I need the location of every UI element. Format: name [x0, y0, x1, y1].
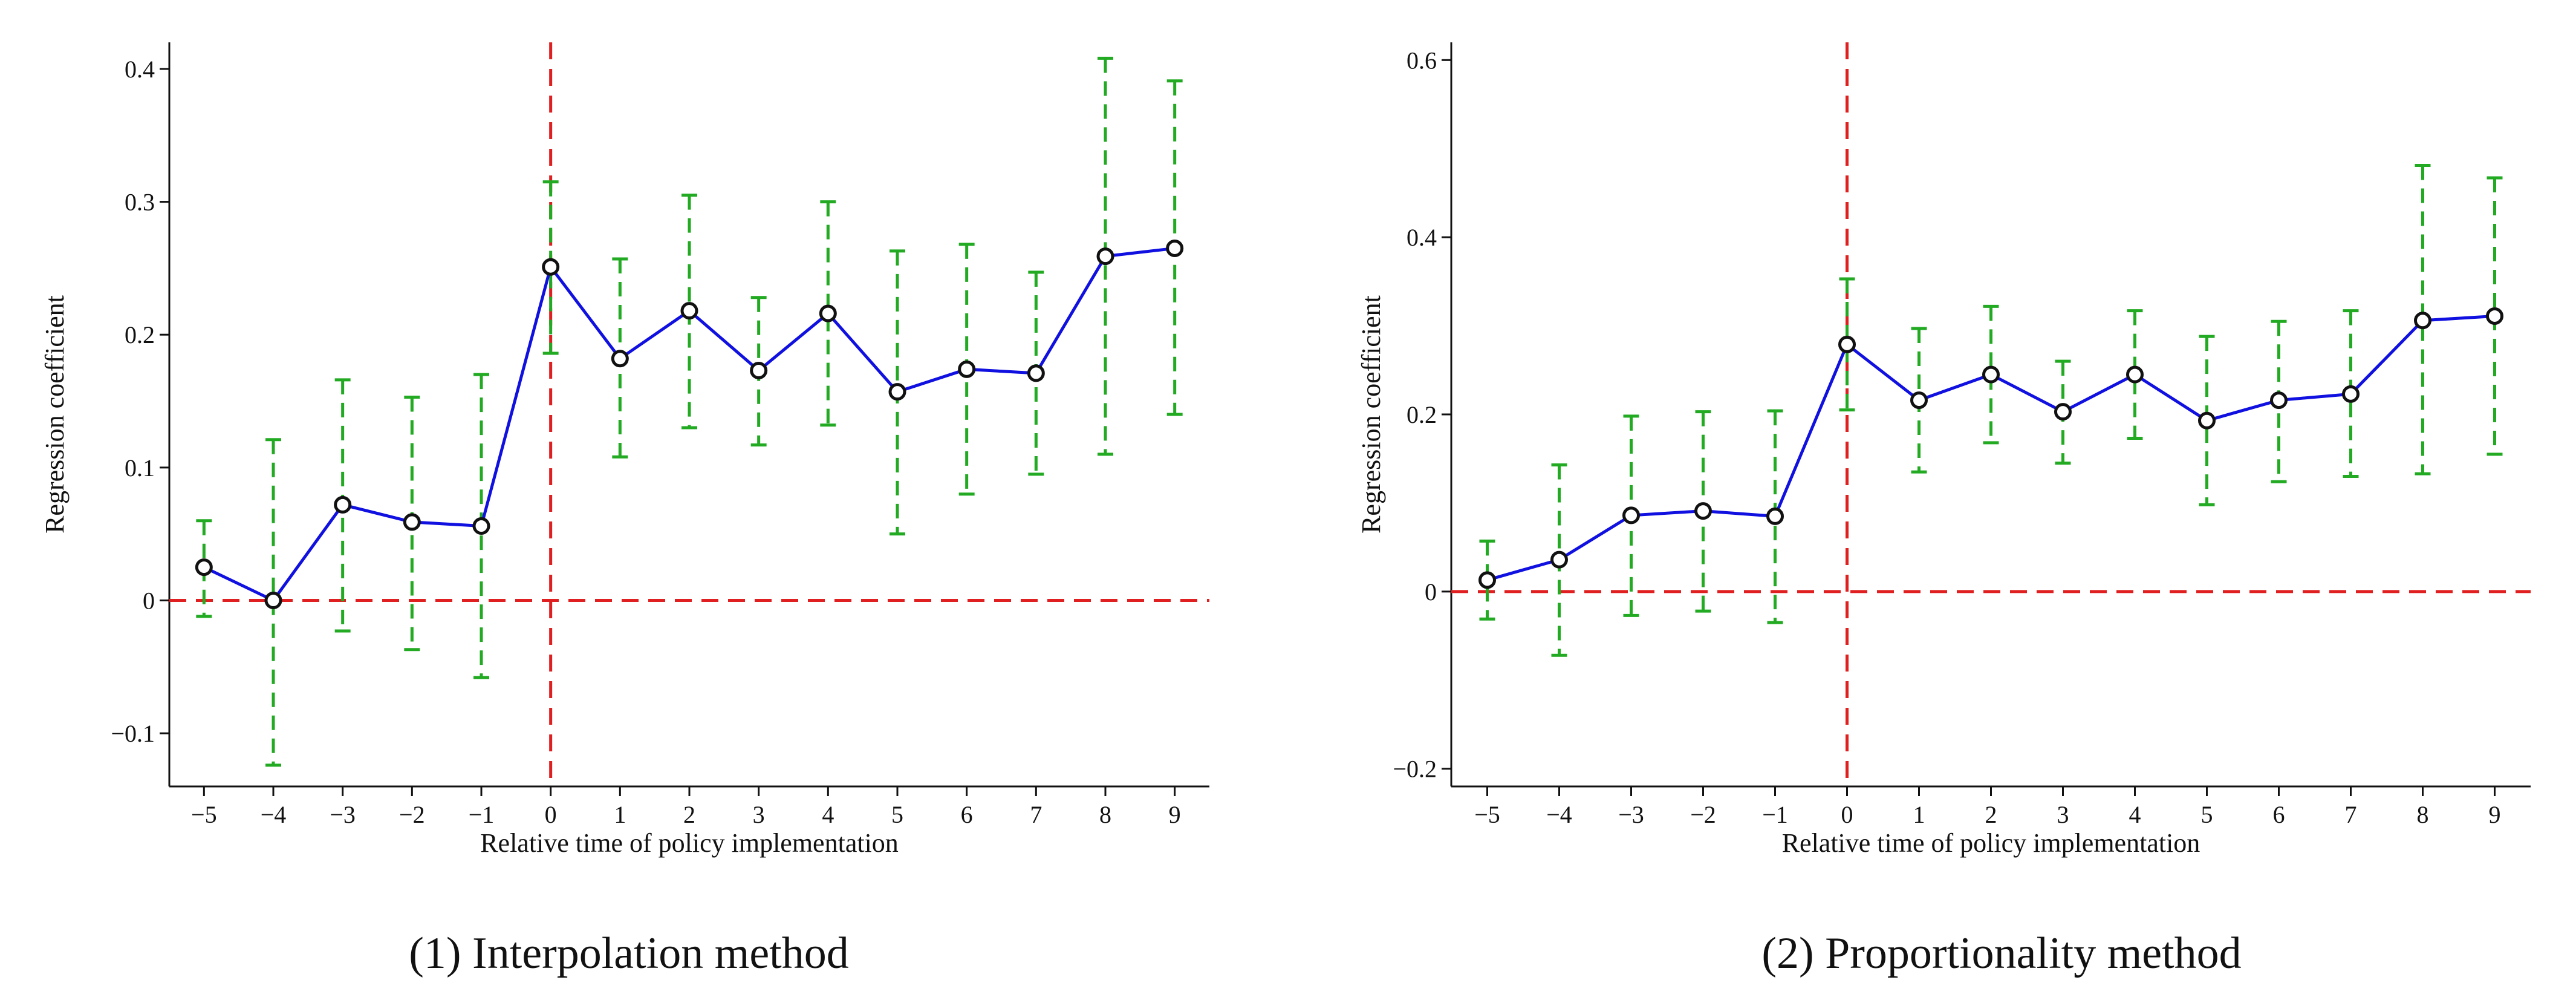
- coefficient-point: [1096, 247, 1114, 266]
- coefficient-point: [680, 302, 698, 320]
- y-tick-label: 0.4: [125, 56, 155, 83]
- x-tick-label: 2: [683, 801, 695, 828]
- x-tick-label: 4: [822, 801, 834, 828]
- x-tick-label: 8: [1099, 801, 1111, 828]
- coefficient-point: [1694, 502, 1712, 520]
- coefficient-point: [195, 558, 213, 577]
- x-tick-label: −2: [1690, 801, 1716, 828]
- coefficient-point: [472, 517, 490, 535]
- coefficient-point: [334, 495, 352, 514]
- x-axis-label: Relative time of policy implementation: [480, 828, 899, 858]
- x-tick-label: −3: [1618, 801, 1644, 828]
- x-tick-label: 4: [2129, 801, 2141, 828]
- x-tick-label: −2: [399, 801, 425, 828]
- coefficient-point: [2342, 385, 2360, 403]
- coefficient-point: [1027, 364, 1045, 382]
- x-tick-label: 1: [1913, 801, 1925, 828]
- x-tick-label: −5: [191, 801, 217, 828]
- coefficient-point: [2270, 391, 2288, 410]
- x-tick-label: 5: [891, 801, 903, 828]
- x-tick-label: 9: [2489, 801, 2501, 828]
- y-tick-label: 0.1: [125, 454, 155, 482]
- x-tick-label: 7: [2345, 801, 2357, 828]
- x-tick-label: 7: [1030, 801, 1042, 828]
- y-tick-label: 0.2: [1407, 401, 1437, 428]
- x-tick-label: 8: [2417, 801, 2429, 828]
- coefficient-point: [1478, 571, 1496, 589]
- x-tick-label: 0: [1841, 801, 1853, 828]
- coefficient-point: [542, 258, 560, 276]
- x-tick-label: −1: [469, 801, 495, 828]
- y-tick-label: −0.1: [111, 720, 155, 747]
- y-axis-label: Regression coefficient: [40, 295, 70, 534]
- x-tick-label: 6: [961, 801, 973, 828]
- panel-caption: (2) Proportionality method: [1761, 929, 2241, 978]
- x-tick-label: −4: [1546, 801, 1572, 828]
- coefficient-point: [1838, 335, 1856, 353]
- coefficient-point: [1910, 391, 1928, 410]
- coefficient-point: [1766, 507, 1784, 525]
- x-tick-label: 3: [753, 801, 765, 828]
- y-tick-label: 0.6: [1407, 47, 1437, 74]
- panel-caption: (1) Interpolation method: [409, 929, 848, 978]
- x-tick-label: −1: [1762, 801, 1788, 828]
- coefficient-point: [2198, 411, 2216, 430]
- x-tick-label: 3: [2057, 801, 2069, 828]
- y-tick-label: 0.2: [125, 321, 155, 348]
- x-tick-label: −4: [261, 801, 287, 828]
- coefficient-point: [264, 592, 282, 609]
- y-tick-label: 0: [1425, 578, 1437, 606]
- coefficient-point: [888, 383, 906, 401]
- chart-panel-2: −0.2 0 0.2 0.4 0.6 −5 −4 −3 −2 −1 0 1 2 3 4 5 6 7 8 9 Relati…: [1356, 42, 2531, 978]
- panels: −0.1 0 0.1 0.2 0.3 0.4 −5 −4 −3 −2 −1 0 1 2 3 4 5 6 7 8 9 Rel…: [40, 42, 2531, 978]
- y-tick-label: −0.2: [1393, 756, 1437, 783]
- coefficient-point: [2054, 403, 2072, 421]
- y-tick-label: 0: [143, 587, 155, 615]
- y-tick-label: 0.4: [1407, 224, 1437, 251]
- x-tick-label: 9: [1169, 801, 1181, 828]
- y-tick-label: 0.3: [125, 189, 155, 216]
- x-tick-label: 6: [2273, 801, 2285, 828]
- x-tick-label: −3: [330, 801, 356, 828]
- coefficient-point: [1166, 239, 1184, 257]
- coefficient-point: [2414, 312, 2431, 330]
- chart-panel-1: −0.1 0 0.1 0.2 0.3 0.4 −5 −4 −3 −2 −1 0 1 2 3 4 5 6 7 8 9 Rel…: [40, 42, 1209, 978]
- coefficient-point: [611, 350, 629, 368]
- coefficient-point: [750, 362, 768, 380]
- x-tick-label: 1: [614, 801, 626, 828]
- coefficient-point: [958, 360, 976, 378]
- y-axis-label: Regression coefficient: [1356, 295, 1386, 534]
- x-tick-label: 0: [545, 801, 557, 828]
- x-tick-label: 2: [1985, 801, 1997, 828]
- coefficient-point: [2486, 307, 2503, 325]
- coefficient-point: [403, 513, 421, 531]
- coefficient-point: [1622, 506, 1640, 525]
- x-tick-label: −5: [1474, 801, 1500, 828]
- coefficient-point: [2126, 365, 2144, 384]
- x-tick-label: 5: [2201, 801, 2213, 828]
- x-axis-label: Relative time of policy implementation: [1782, 828, 2200, 858]
- coefficient-point: [819, 304, 837, 322]
- coefficient-point: [1550, 551, 1568, 569]
- coefficient-point: [1982, 365, 2000, 384]
